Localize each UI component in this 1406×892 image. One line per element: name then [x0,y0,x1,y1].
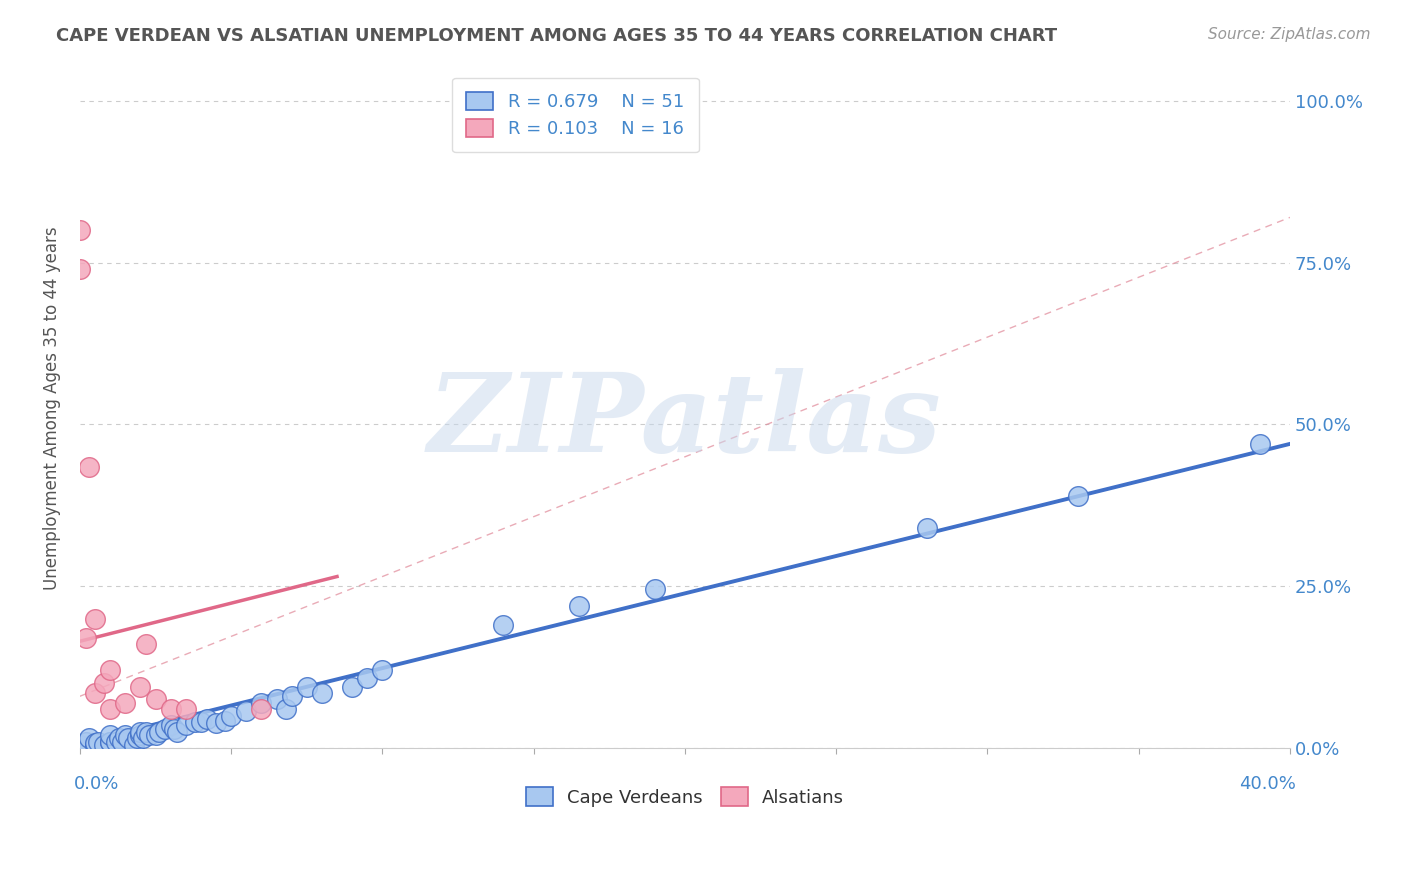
Point [69,262,91,277]
Point [166,724,188,739]
Y-axis label: Unemployment Among Ages 35 to 44 years: Unemployment Among Ages 35 to 44 years [44,227,60,591]
Point [98,734,121,748]
Point [105,734,128,748]
Point [295,680,318,694]
Point [145,692,167,706]
Point [84,612,107,626]
Point [77,731,100,746]
Point [69,223,91,237]
Point [340,680,363,694]
Point [93,676,115,690]
Point [127,731,149,746]
Point [148,724,170,739]
Point [163,722,186,736]
Point [266,692,288,706]
Point [184,715,207,730]
Point [117,731,139,746]
Point [214,714,236,728]
Point [568,599,591,613]
Point [356,671,378,685]
Point [111,734,134,748]
Point [77,459,100,474]
Point [129,724,152,739]
Point [135,638,157,652]
Point [75,631,97,645]
Point [1249,437,1271,451]
Point [159,702,181,716]
Point [84,738,107,752]
Point [124,738,146,752]
Point [190,715,212,730]
Point [98,734,121,748]
Point [145,728,167,742]
Point [153,722,176,736]
Point [280,690,302,704]
Point [174,702,197,716]
Point [114,728,136,742]
Point [1067,489,1090,503]
Point [135,724,157,739]
Point [159,718,181,732]
Point [644,582,666,597]
Text: 40.0%: 40.0% [1239,775,1296,793]
Point [274,702,297,716]
Point [129,728,152,742]
Point [250,702,273,716]
Text: 0.0%: 0.0% [75,775,120,793]
Point [114,696,136,710]
Point [75,734,97,748]
Point [219,708,242,723]
Point [915,521,938,535]
Point [69,738,91,752]
Text: CAPE VERDEAN VS ALSATIAN UNEMPLOYMENT AMONG AGES 35 TO 44 YEARS CORRELATION CHAR: CAPE VERDEAN VS ALSATIAN UNEMPLOYMENT AM… [56,27,1057,45]
Point [132,731,155,746]
Point [98,664,121,678]
Point [250,696,273,710]
Point [492,618,515,632]
Point [174,718,197,732]
Point [84,736,107,750]
Point [311,686,333,700]
Point [84,686,107,700]
Point [371,664,394,678]
Legend: Cape Verdeans, Alsatians: Cape Verdeans, Alsatians [519,780,852,814]
Point [93,738,115,752]
Point [87,734,110,748]
Text: ZIPatlas: ZIPatlas [427,368,942,475]
Point [195,712,218,726]
Point [129,680,152,694]
Point [98,728,121,742]
Point [235,704,257,718]
Point [98,702,121,716]
Point [138,728,160,742]
Text: Source: ZipAtlas.com: Source: ZipAtlas.com [1208,27,1371,42]
Point [205,716,228,731]
Point [108,731,131,746]
